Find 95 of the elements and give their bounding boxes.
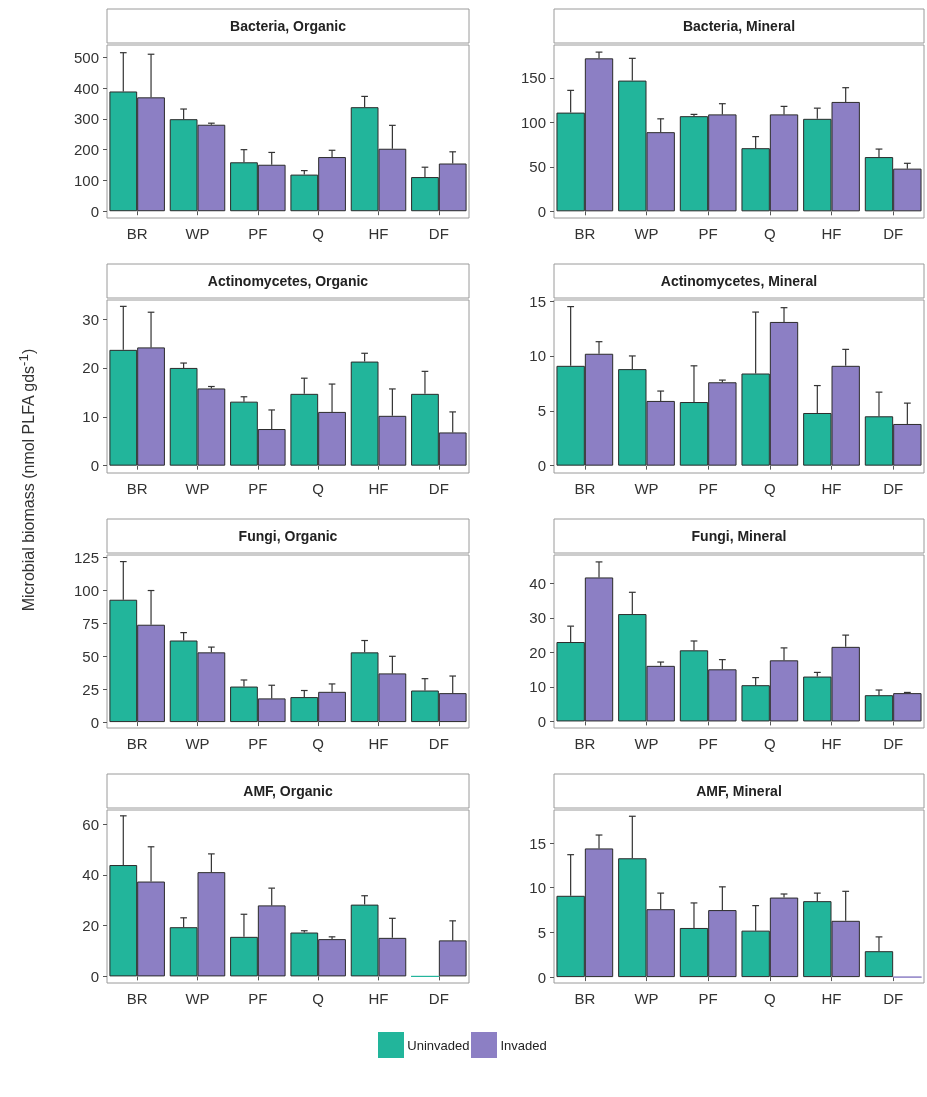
y-tick-label: 15	[529, 834, 546, 852]
y-tick-label: 400	[73, 79, 99, 97]
y-tick-label: 0	[537, 457, 546, 475]
x-tick-label: BR	[574, 225, 596, 242]
y-tick-label: 10	[82, 408, 99, 426]
y-tick-label: 0	[90, 967, 99, 985]
x-tick-label: WP	[634, 990, 659, 1007]
y-tick-label: 50	[82, 647, 99, 665]
y-tick-label: 0	[90, 457, 99, 475]
x-tick-label: BR	[126, 990, 148, 1007]
x-tick-label: WP	[185, 735, 210, 752]
x-tick-label: BR	[574, 480, 596, 497]
x-tick-label: BR	[126, 480, 148, 497]
x-tick-label: Q	[312, 735, 324, 752]
y-tick-label: 15	[529, 292, 546, 310]
y-tick-label: 10	[529, 347, 546, 365]
x-tick-label: Q	[764, 990, 776, 1007]
x-tick-label: WP	[634, 225, 659, 242]
x-tick-label: HF	[821, 735, 842, 752]
y-tick-label: 10	[529, 879, 546, 897]
y-tick-label: 100	[73, 582, 99, 600]
x-tick-label: HF	[368, 225, 389, 242]
x-tick-label: PF	[698, 990, 718, 1007]
x-tick-label: HF	[368, 990, 389, 1007]
x-tick-label: HF	[821, 480, 842, 497]
y-tick-label: 150	[520, 69, 546, 87]
chart-title: Bacteria, Organic	[230, 18, 347, 34]
x-tick-label: BR	[574, 990, 596, 1007]
x-tick-label: PF	[248, 735, 268, 752]
chart-title: AMF, Organic	[243, 783, 333, 799]
x-tick-label: PF	[698, 225, 718, 242]
x-tick-label: Q	[312, 990, 324, 1007]
x-tick-label: DF	[883, 990, 904, 1007]
y-tick-label: 25	[82, 680, 99, 698]
chart-title: Fungi, Organic	[238, 528, 338, 544]
y-tick-label: 5	[537, 402, 546, 420]
y-tick-label: 20	[529, 643, 546, 661]
x-tick-label: HF	[821, 990, 842, 1007]
x-tick-label: Q	[764, 735, 776, 752]
x-tick-label: DF	[428, 735, 449, 752]
x-tick-label: HF	[821, 225, 842, 242]
x-tick-label: BR	[574, 735, 596, 752]
x-tick-label: Q	[312, 225, 324, 242]
y-tick-label: 0	[537, 968, 546, 986]
x-tick-label: DF	[428, 480, 449, 497]
x-tick-label: HF	[368, 480, 389, 497]
y-tick-label: 20	[82, 917, 99, 935]
x-tick-label: WP	[185, 480, 210, 497]
y-tick-label: 30	[82, 310, 99, 328]
legend-label: Uninvaded	[407, 1037, 470, 1053]
y-tick-label: 5	[537, 923, 546, 941]
chart-title: Actinomycetes, Organic	[207, 273, 369, 289]
x-tick-label: PF	[248, 480, 268, 497]
x-tick-label: WP	[634, 480, 659, 497]
chart-title: AMF, Mineral	[696, 783, 782, 799]
x-tick-label: PF	[248, 990, 268, 1007]
x-tick-label: PF	[698, 480, 718, 497]
y-tick-label: 0	[537, 712, 546, 730]
y-tick-label: 20	[82, 359, 99, 377]
y-tick-label: 40	[529, 574, 546, 592]
x-tick-label: DF	[883, 480, 904, 497]
y-tick-label: 100	[73, 171, 99, 189]
x-tick-label: WP	[185, 990, 210, 1007]
x-tick-label: Q	[312, 480, 324, 497]
chart-title: Actinomycetes, Mineral	[660, 273, 818, 289]
chart-title: Bacteria, Mineral	[682, 18, 796, 34]
y-tick-label: 300	[73, 110, 99, 128]
y-tick-label: 40	[82, 866, 99, 884]
x-tick-label: PF	[698, 735, 718, 752]
y-tick-label: 75	[82, 614, 99, 632]
x-tick-label: PF	[248, 225, 268, 242]
x-tick-label: DF	[428, 225, 449, 242]
y-tick-label: 60	[82, 815, 99, 833]
x-tick-label: HF	[368, 735, 389, 752]
y-tick-label: 100	[520, 113, 546, 131]
y-tick-label: 50	[529, 158, 546, 176]
x-tick-label: WP	[634, 735, 659, 752]
chart-title: Fungi, Mineral	[691, 528, 787, 544]
y-tick-label: 200	[73, 141, 99, 159]
y-tick-label: 500	[73, 48, 99, 66]
x-tick-label: Q	[764, 225, 776, 242]
y-tick-label: 125	[73, 549, 99, 567]
x-tick-label: BR	[126, 225, 148, 242]
y-tick-label: 30	[529, 609, 546, 627]
y-tick-label: 0	[537, 202, 546, 220]
y-tick-label: 0	[90, 202, 99, 220]
legend-label: Invaded	[500, 1037, 547, 1053]
y-tick-label: 10	[529, 678, 546, 696]
x-tick-label: DF	[428, 990, 449, 1007]
x-tick-label: DF	[883, 735, 904, 752]
y-tick-label: 0	[90, 713, 99, 731]
x-tick-label: BR	[126, 735, 148, 752]
x-tick-label: Q	[764, 480, 776, 497]
x-tick-label: DF	[883, 225, 904, 242]
x-tick-label: WP	[185, 225, 210, 242]
